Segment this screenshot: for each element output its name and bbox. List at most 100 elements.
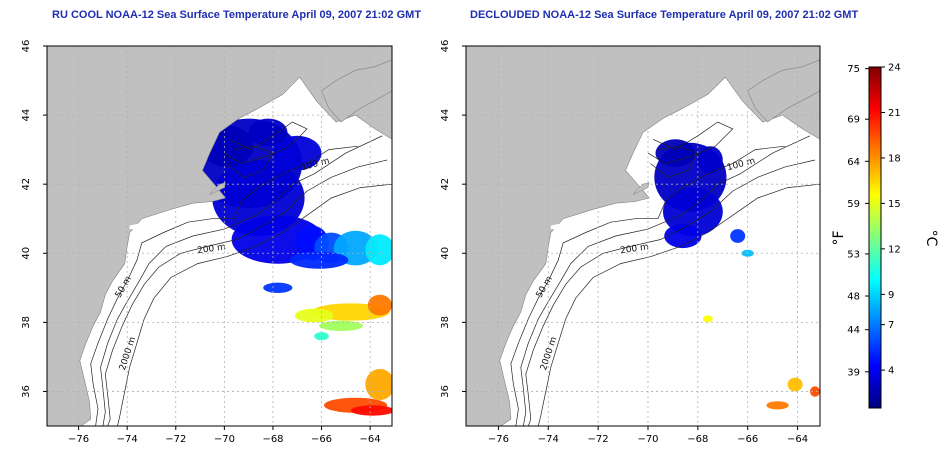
lat-tick-label: 42 xyxy=(440,178,451,191)
celsius-tick-label: 24 xyxy=(888,63,901,74)
sst-patch xyxy=(697,146,723,174)
lat-tick-label: 36 xyxy=(440,385,451,398)
sst-patch xyxy=(655,139,696,167)
bathymetry-contours xyxy=(510,121,820,426)
fahrenheit-axis-label: °F xyxy=(831,230,847,245)
fahrenheit-tick-label: 64 xyxy=(847,157,860,168)
sst-patch xyxy=(810,386,820,397)
lon-tick-label: −66 xyxy=(311,434,332,445)
land-mass xyxy=(466,46,820,426)
sst-patch xyxy=(289,251,349,269)
bathymetry-contour xyxy=(650,145,699,178)
celsius-tick-label: 9 xyxy=(888,290,894,301)
sst-patch xyxy=(365,369,392,400)
lon-tick-label: −66 xyxy=(737,434,758,445)
sst-patch xyxy=(702,315,713,323)
bathymetry-contour xyxy=(117,183,392,426)
bathymetry-contour xyxy=(647,121,734,164)
bathymetry-contour xyxy=(226,145,274,178)
lat-tick-label: 46 xyxy=(440,40,451,53)
lon-tick-label: −74 xyxy=(117,434,138,445)
map-frame xyxy=(465,45,821,427)
long-island-sound xyxy=(550,217,599,230)
sst-patch xyxy=(365,234,392,266)
sst-layer xyxy=(654,139,820,410)
lat-tick-label: 44 xyxy=(440,109,451,122)
map-frame xyxy=(46,45,393,427)
celsius-tick-label: 21 xyxy=(888,108,901,119)
axis-ticks xyxy=(43,45,371,430)
lat-tick-label: 38 xyxy=(440,316,451,329)
celsius-axis-label: °C xyxy=(923,230,939,247)
contour-label: 200 m xyxy=(620,242,650,256)
celsius-tick-label: 15 xyxy=(888,199,901,210)
fahrenheit-tick-label: 75 xyxy=(847,64,860,75)
contour-label: 200 m xyxy=(197,242,227,256)
fahrenheit-tick-label: 69 xyxy=(847,115,860,126)
lat-tick-label: 42 xyxy=(21,178,32,191)
land-mass xyxy=(47,46,392,426)
lon-tick-label: −64 xyxy=(360,434,381,445)
sst-patch xyxy=(294,308,334,323)
bathymetry-contour xyxy=(224,121,308,164)
long-island-sound xyxy=(129,217,176,230)
map-grid xyxy=(466,46,820,426)
lon-tick-label: −72 xyxy=(588,434,609,445)
sst-patch xyxy=(350,405,392,416)
bathymetry-contour xyxy=(100,135,383,426)
lat-tick-label: 46 xyxy=(21,40,32,53)
bathymetry-contour xyxy=(510,145,786,426)
bathymetry-contour xyxy=(537,183,820,426)
celsius-tick-label: 12 xyxy=(888,244,901,255)
sst-layer xyxy=(195,118,392,416)
sst-patch xyxy=(730,229,746,243)
fahrenheit-tick-label: 48 xyxy=(847,292,860,303)
lon-tick-label: −70 xyxy=(214,434,235,445)
map-grid xyxy=(47,46,392,426)
lon-tick-label: −72 xyxy=(165,434,186,445)
bathymetry-contour xyxy=(520,135,811,426)
celsius-tick-label: 7 xyxy=(888,320,894,331)
lon-tick-label: −74 xyxy=(538,434,559,445)
fahrenheit-tick-label: 59 xyxy=(847,199,860,210)
fahrenheit-tick-label: 39 xyxy=(847,367,860,378)
celsius-tick-label: 4 xyxy=(888,366,894,377)
land-nova-scotia xyxy=(321,59,392,123)
lat-tick-label: 38 xyxy=(21,316,32,329)
celsius-tick-label: 18 xyxy=(888,153,901,164)
lon-tick-label: −68 xyxy=(687,434,708,445)
sst-patch xyxy=(766,401,789,410)
lon-tick-label: −64 xyxy=(787,434,808,445)
left-panel-title: RU COOL NOAA-12 Sea Surface Temperature … xyxy=(52,9,422,21)
fahrenheit-tick-label: 53 xyxy=(847,249,860,260)
land-cape-cod xyxy=(209,182,226,196)
sst-patch xyxy=(319,320,363,331)
lon-tick-label: −76 xyxy=(68,434,89,445)
axis-ticks xyxy=(462,45,799,430)
lon-tick-label: −70 xyxy=(637,434,658,445)
bathymetry-contour xyxy=(525,159,816,426)
lat-tick-label: 44 xyxy=(21,109,32,122)
sst-patch xyxy=(663,187,723,236)
lat-tick-label: 40 xyxy=(440,247,451,260)
bathymetry-contour xyxy=(90,145,359,426)
fahrenheit-tick-label: 44 xyxy=(847,325,860,336)
colorbar-strip xyxy=(868,66,882,409)
land-cape-cod xyxy=(632,182,650,196)
lon-tick-label: −76 xyxy=(488,434,509,445)
sst-patch xyxy=(263,282,293,293)
colorbar: 75 69 64 59 53 48 44 39 24 21 18 15 12 9 7 4 °F °C xyxy=(831,63,939,409)
sst-patch xyxy=(787,377,803,392)
right-panel-title: DECLOUDED NOAA-12 Sea Surface Temperatur… xyxy=(470,9,859,21)
lon-tick-label: −68 xyxy=(262,434,283,445)
bathymetry-contour xyxy=(104,159,388,426)
sst-patch xyxy=(664,223,702,249)
lat-tick-label: 36 xyxy=(21,385,32,398)
sst-patch xyxy=(248,118,288,147)
lat-tick-label: 40 xyxy=(21,247,32,260)
